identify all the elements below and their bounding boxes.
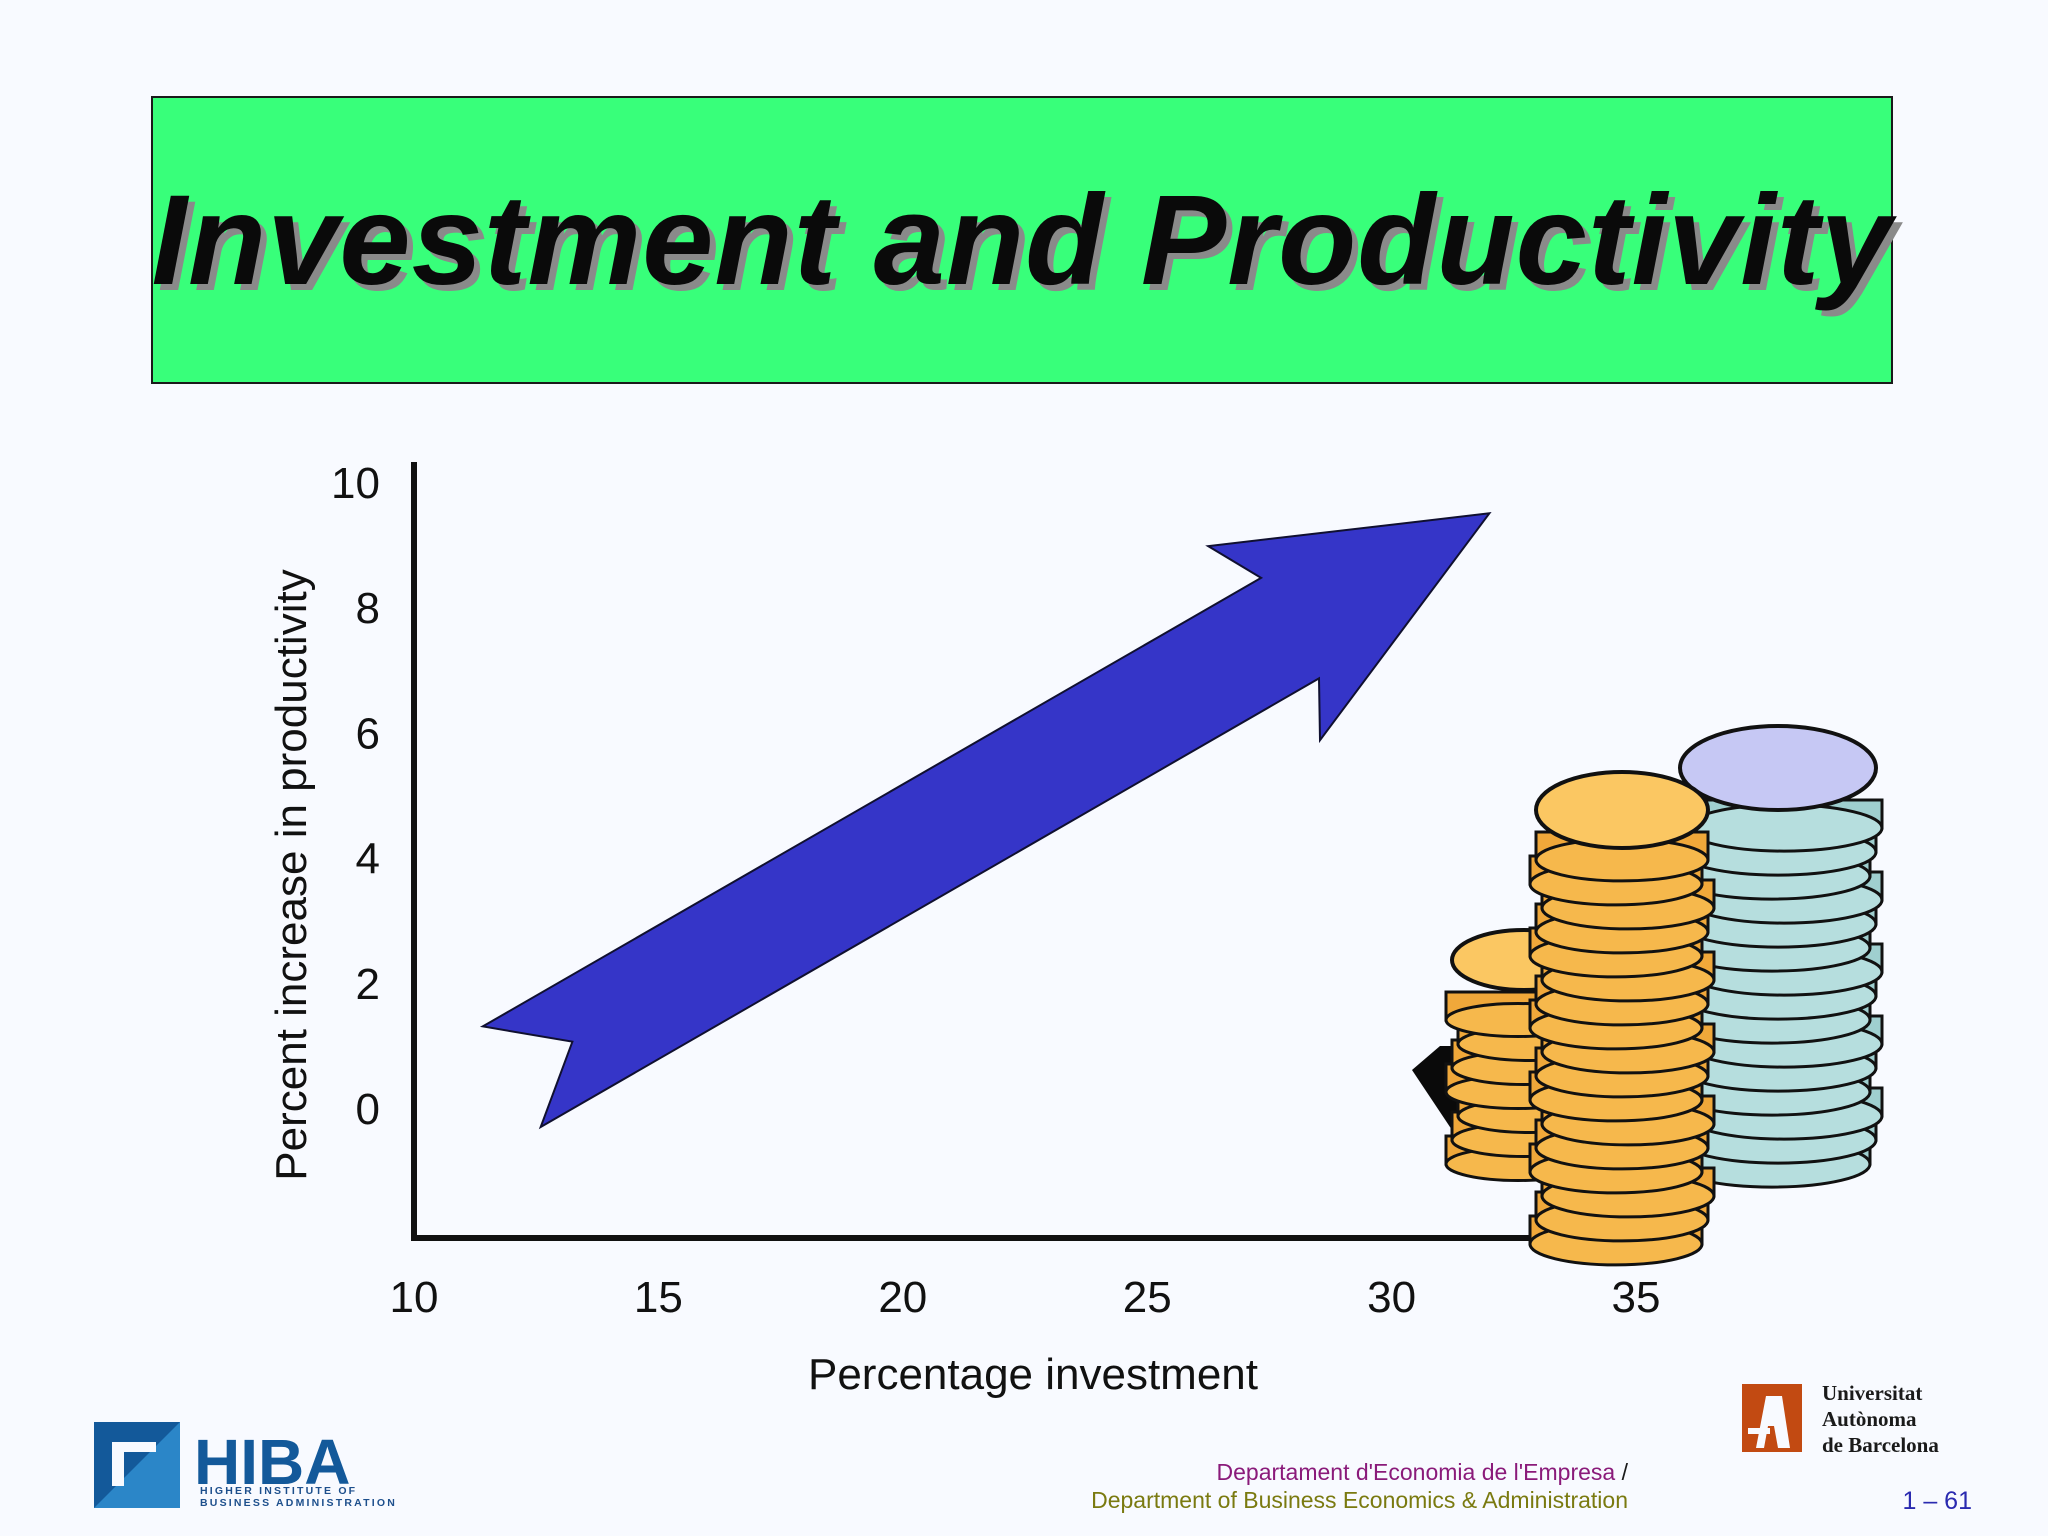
- hiba-wordmark: HIBA: [194, 1426, 350, 1498]
- hiba-logo: HIBA: [94, 1422, 350, 1508]
- y-tick-label: 0: [356, 1085, 380, 1134]
- y-axis-title: Percent increase in productivity: [267, 569, 316, 1180]
- dept-slash: /: [1621, 1459, 1628, 1485]
- title-banner: Investment and Productivity: [151, 96, 1893, 384]
- dept-catalan: Departament d'Economia de l'Empresa: [1216, 1459, 1616, 1485]
- uab-logo-text: Universitat Autònoma de Barcelona: [1822, 1380, 1939, 1458]
- chart-axes: [411, 462, 1700, 1241]
- uab-logo-icon: [1742, 1384, 1802, 1452]
- uab-line3: de Barcelona: [1822, 1433, 1939, 1457]
- hiba-subtitle-line2: BUSINESS ADMINISTRATION: [200, 1497, 398, 1509]
- hiba-subtitle-line1: HIGHER INSTITUTE OF: [200, 1485, 358, 1497]
- uab-line1: Universitat: [1822, 1381, 1923, 1405]
- x-tick-label: 25: [1123, 1273, 1172, 1322]
- y-tick-label: 2: [356, 960, 380, 1009]
- x-axis-title: Percentage investment: [808, 1350, 1258, 1399]
- x-tick-label: 35: [1612, 1273, 1661, 1322]
- x-tick-label: 10: [390, 1273, 439, 1322]
- x-tick-labels: 10 15 20 25 30 35: [390, 1273, 1661, 1322]
- dept-english: Department of Business Economics & Admin…: [1091, 1487, 1628, 1513]
- y-tick-labels: 0 2 4 6 8 10: [331, 459, 380, 1134]
- y-tick-label: 8: [356, 584, 380, 633]
- x-tick-label: 30: [1367, 1273, 1416, 1322]
- y-tick-label: 6: [356, 709, 380, 758]
- gold-coin-stack: [1528, 770, 1716, 1267]
- coin-stacks-illustration: [1412, 724, 1884, 1267]
- footer-department: Departament d'Economia de l'Empresa / De…: [1091, 1458, 1628, 1514]
- uab-line2: Autònoma: [1822, 1407, 1917, 1431]
- slide-title: Investment and Productivity: [151, 168, 1893, 312]
- x-tick-label: 20: [878, 1273, 927, 1322]
- silver-coin-stack: [1672, 724, 1884, 1189]
- trend-arrow: [479, 512, 1492, 1130]
- y-tick-label: 10: [331, 459, 380, 508]
- y-tick-label: 4: [356, 835, 380, 884]
- series-layer: [479, 512, 1492, 1130]
- page-number: 1 – 61: [1902, 1487, 1972, 1515]
- x-tick-label: 15: [634, 1273, 683, 1322]
